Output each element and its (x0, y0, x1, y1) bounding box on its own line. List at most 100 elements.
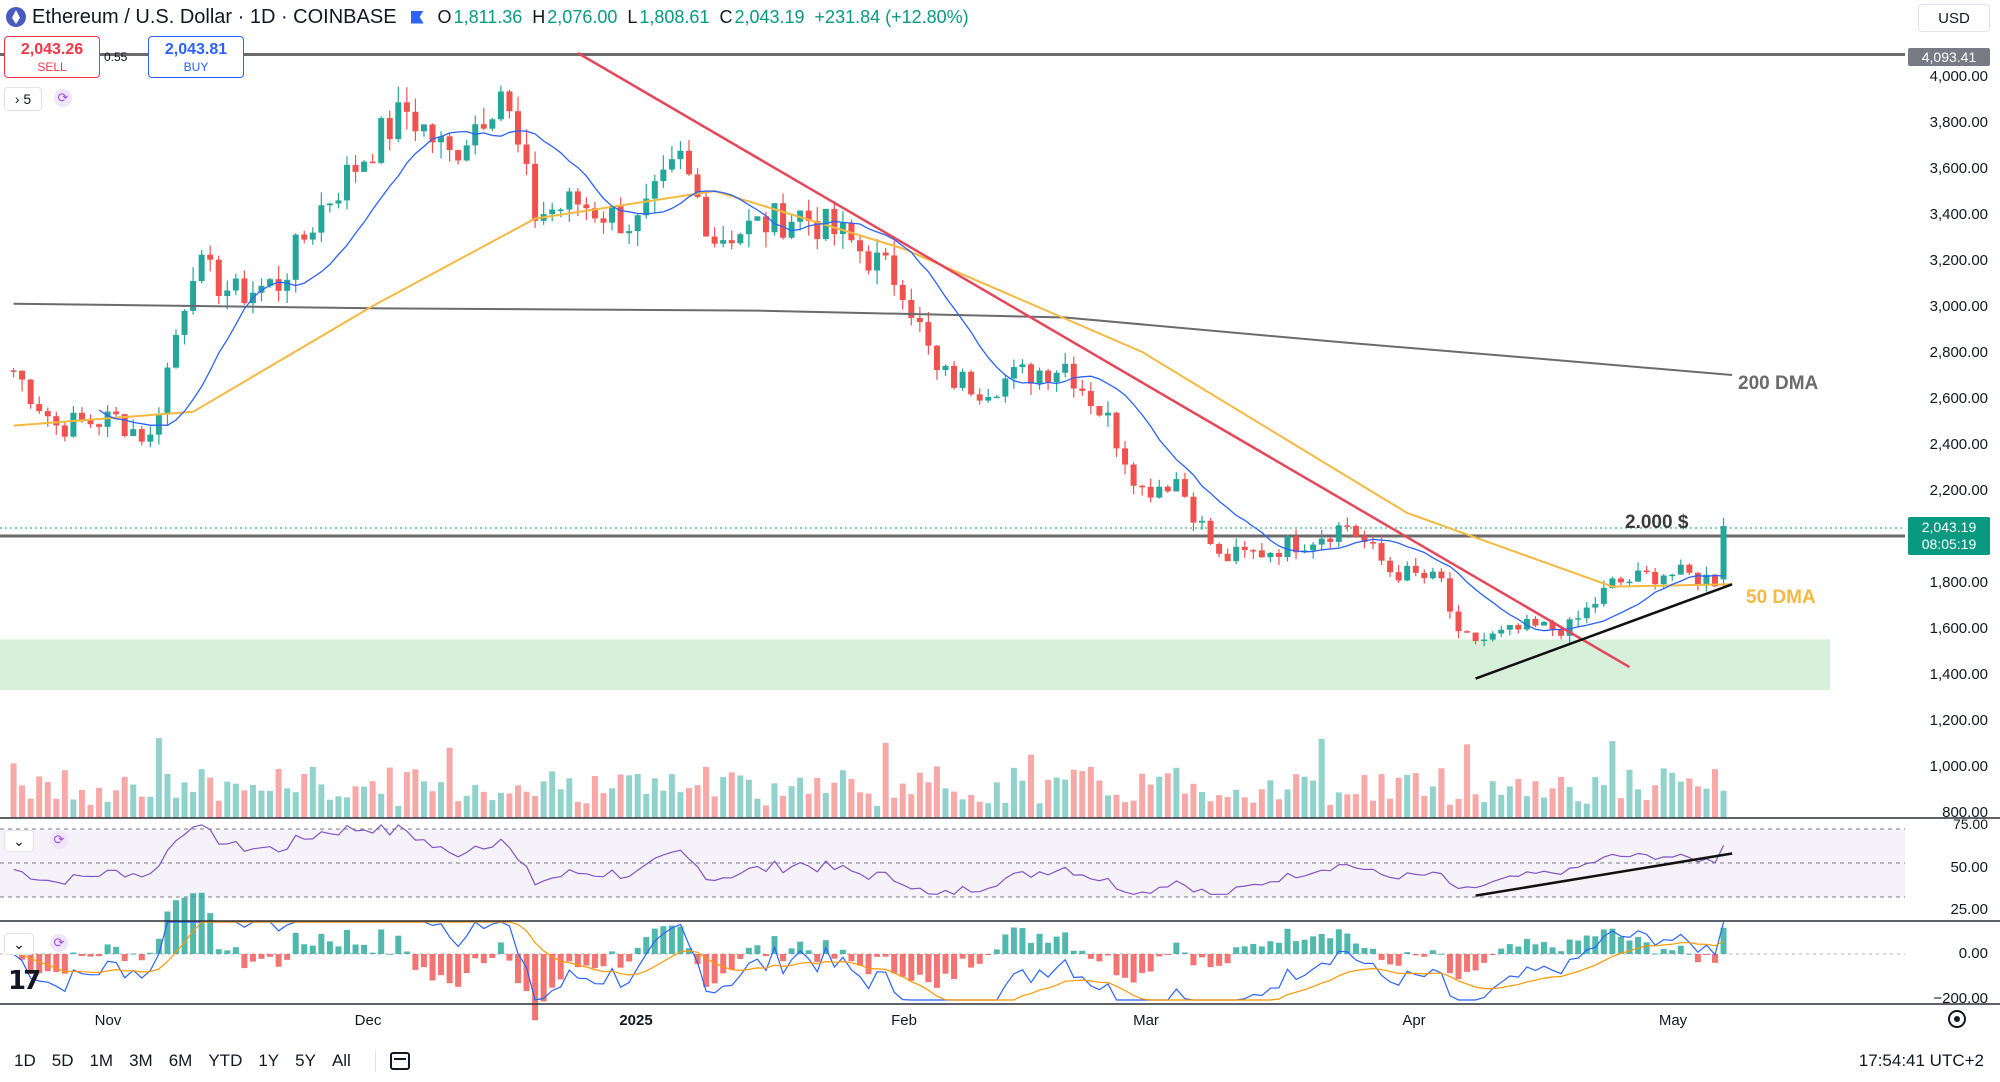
sync-icon[interactable]: ⟳ (54, 89, 72, 107)
candle-body (660, 169, 667, 182)
candle-body (497, 91, 504, 120)
candle-body (1310, 544, 1317, 551)
volume-bar (617, 774, 624, 818)
candle-body (78, 412, 85, 421)
volume-bar (1344, 794, 1351, 818)
candle-body (361, 161, 368, 172)
macd-histogram-bar (1181, 952, 1188, 954)
range-1d-button[interactable]: 1D (14, 1051, 36, 1070)
ohlc-change: +231.84 (+12.80%) (814, 6, 969, 27)
macd-histogram-bar (1293, 941, 1300, 954)
price-axis-label: 800.00 (1942, 804, 1988, 821)
macd-histogram-bar (1096, 954, 1103, 962)
volume-bar (1515, 778, 1522, 818)
candle-body (412, 111, 419, 132)
rsi-collapse-button[interactable]: ⌄ (4, 830, 34, 852)
range-5y-button[interactable]: 5Y (295, 1051, 316, 1070)
volume-bar (1310, 780, 1317, 818)
macd-histogram-bar (1028, 942, 1034, 954)
volume-bar (831, 782, 838, 818)
range-5d-button[interactable]: 5D (51, 1051, 74, 1070)
macd-histogram-bar (600, 954, 607, 967)
macd-histogram-bar (1421, 954, 1428, 957)
volume-bar (301, 773, 308, 818)
volume-bar (19, 785, 26, 818)
candle-body (19, 370, 26, 380)
volume-bar (814, 777, 821, 818)
rsi-sync-icon[interactable]: ⟳ (50, 831, 68, 849)
macd-histogram-bar (643, 937, 650, 954)
candle-body (677, 150, 684, 160)
volume-bar (1053, 777, 1060, 818)
candle-body (925, 322, 932, 346)
macd-histogram-bar (557, 954, 564, 980)
volume-bar (258, 790, 265, 818)
volume-bar (557, 789, 564, 818)
sell-button[interactable]: 2,043.26 SELL (4, 36, 100, 78)
candle-body (1541, 621, 1547, 626)
macd-histogram-bar (1703, 954, 1710, 955)
candle-body (190, 281, 197, 311)
settings-gear-icon[interactable] (1948, 1010, 1966, 1028)
macd-collapse-button[interactable]: ⌄ (4, 933, 34, 955)
macd-histogram-bar (668, 925, 675, 954)
symbol-title[interactable]: Ethereum / U.S. Dollar · 1D · COINBASE (32, 5, 397, 28)
volume-bar (215, 800, 222, 818)
macd-histogram-bar (549, 954, 556, 988)
macd-histogram-bar (1010, 927, 1017, 954)
macd-histogram-bar (104, 944, 111, 954)
candle-body (1489, 633, 1496, 640)
volume-bar (1019, 780, 1026, 818)
volume-bar (1523, 796, 1530, 818)
ethereum-logo-icon (6, 7, 26, 27)
dma200-line (13, 302, 1733, 376)
bottom-toolbar: 1D 5D 1M 3M 6M YTD 1Y 5Y All 17:54:41 UT… (0, 1040, 2000, 1082)
volume-bar (361, 786, 368, 818)
volume-bar (1677, 781, 1684, 818)
volume-bar (1147, 784, 1154, 818)
volume-bar (916, 772, 923, 818)
macd-histogram-bar (1318, 934, 1325, 954)
macd-histogram-bar (1173, 942, 1180, 954)
range-6m-button[interactable]: 6M (168, 1051, 193, 1070)
tradingview-logo-icon[interactable]: 17 (8, 966, 41, 996)
volume-bar (771, 783, 778, 818)
candle-body (634, 215, 641, 232)
candle-body (745, 220, 752, 235)
volume-bar (942, 788, 949, 818)
candle-body (386, 118, 393, 140)
volume-bar (1703, 788, 1710, 818)
buy-button[interactable]: 2,043.81 BUY (148, 36, 244, 78)
candle-body (848, 222, 855, 241)
volume-bar (959, 799, 966, 818)
range-1m-button[interactable]: 1M (89, 1051, 114, 1070)
macd-histogram-bar (1053, 936, 1060, 954)
candle-body (96, 424, 103, 427)
macd-histogram-bar (1635, 936, 1642, 954)
macd-sync-icon[interactable]: ⟳ (50, 934, 68, 952)
candle-body (173, 334, 179, 368)
range-1y-button[interactable]: 1Y (258, 1051, 280, 1070)
range-3m-button[interactable]: 3M (129, 1051, 153, 1070)
macd-histogram-bar (857, 954, 863, 966)
macd-histogram-bar (1250, 943, 1257, 954)
candle-body (1293, 536, 1300, 553)
candle-body (1113, 412, 1120, 449)
candle-body (515, 111, 521, 145)
flag-icon[interactable] (410, 10, 424, 24)
range-ytd-button[interactable]: YTD (208, 1051, 243, 1070)
macd-histogram-bar (566, 954, 573, 962)
volume-bar (232, 783, 239, 818)
macd-histogram-bar (309, 945, 316, 954)
range-all-button[interactable]: All (331, 1051, 351, 1070)
currency-select[interactable]: USD (1918, 4, 1990, 32)
macd-histogram-bar (1438, 953, 1445, 955)
calendar-goto-date-icon[interactable] (389, 1052, 410, 1070)
candle-body (1318, 538, 1325, 545)
candle-body (899, 284, 906, 300)
macd-histogram-bar (249, 954, 256, 962)
macd-histogram-bar (1130, 954, 1137, 983)
indicators-collapse-button[interactable]: › 5 (4, 87, 42, 111)
utc-clock[interactable]: 17:54:41 UTC+2 (1858, 1051, 1984, 1070)
